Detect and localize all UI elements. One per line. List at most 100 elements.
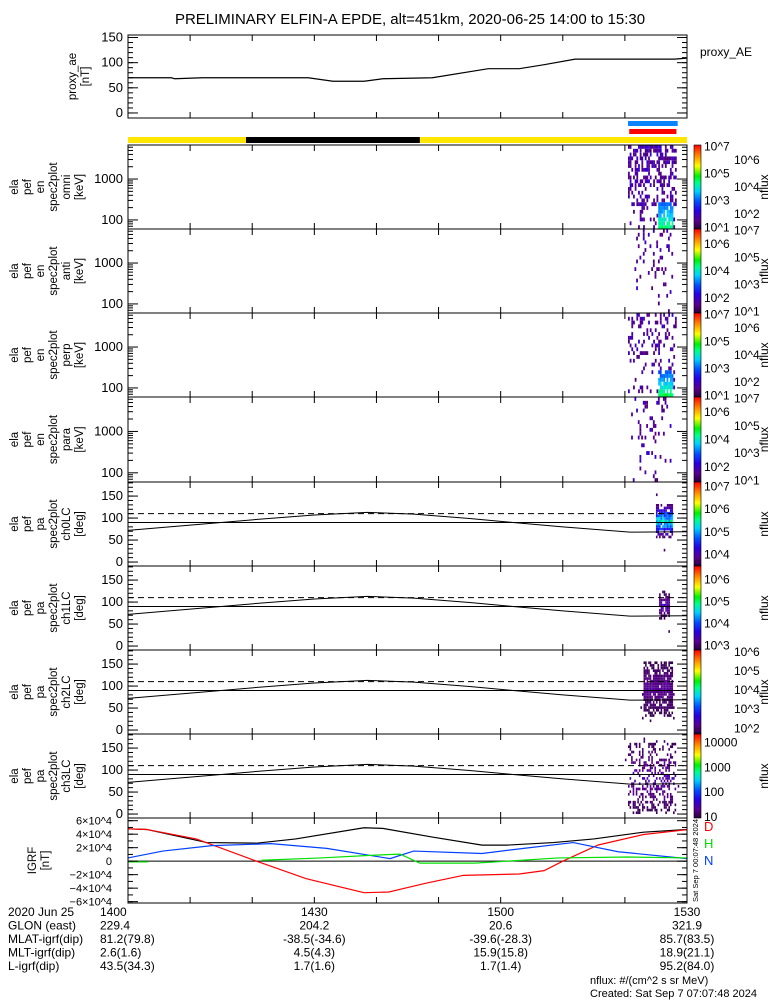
spectrogram-cell (651, 145, 654, 149)
pitch-angle-cell (651, 703, 653, 707)
spectrogram-cell (646, 198, 649, 203)
pitch-angle-cell (649, 695, 652, 699)
spectrogram-cell (669, 370, 672, 375)
spectrogram-cell (658, 225, 660, 229)
spectrogram-cell (674, 190, 677, 195)
pitch-angle-cell (666, 803, 669, 807)
pitch-angle-cell (665, 593, 667, 596)
spectrogram-cell (669, 206, 672, 210)
pitch-angle-cell (638, 745, 641, 749)
pitch-angle-cell (659, 598, 661, 602)
pitch-angle-cell (643, 669, 646, 672)
spectrogram-cell (667, 309, 670, 313)
y-tick-label: 6×10^4 (76, 816, 112, 828)
colorbar (693, 228, 702, 314)
colorbar-tick-label: 10^5 (704, 166, 730, 180)
pitch-angle-cell (637, 787, 639, 791)
pitch-angle-cell (668, 664, 670, 667)
pitch-angle-cell (659, 711, 661, 715)
spectrogram-cell (638, 339, 640, 344)
panel-frame (127, 649, 688, 735)
spectrogram-cell (668, 393, 671, 397)
spectrogram-cell (654, 439, 657, 444)
pitch-angle-cell (663, 803, 666, 807)
pitch-angle-cell (669, 666, 672, 670)
spectrogram-cell (666, 404, 669, 409)
spectrogram-cell (664, 206, 667, 210)
pitch-angle-cell (655, 785, 658, 788)
spectrogram-cell (662, 271, 665, 275)
pitch-angle-cell (648, 792, 650, 796)
colorbar-tick-label: 1000 (704, 760, 731, 774)
pitch-angle-cell (659, 800, 661, 804)
pitch-angle-cell (654, 669, 656, 672)
pitch-angle-cell (669, 706, 672, 709)
panel-frame (127, 144, 688, 230)
series-line-N (127, 841, 688, 860)
pitch-angle-cell (668, 669, 670, 672)
spectrogram-cell (664, 175, 667, 180)
spectrogram-cell (629, 335, 632, 340)
pitch-angle-cell (637, 808, 639, 812)
pitch-angle-cell (671, 695, 674, 699)
pitch-angle-cell (651, 806, 653, 809)
pitch-angle-cell (652, 666, 655, 670)
pitch-angle-cell (657, 533, 660, 536)
pitch-angle-cell (648, 711, 650, 715)
pitch-angle-cell (638, 742, 641, 746)
spectrogram-cell (644, 248, 647, 252)
pitch-angle-cell (666, 522, 669, 526)
spectrogram-cell (641, 209, 644, 214)
pitch-angle-cell (645, 708, 647, 712)
pitch-angle-cell (646, 679, 649, 683)
spectrogram-cell (664, 225, 667, 229)
spectrogram-cell (643, 217, 645, 222)
pitch-angle-cell (655, 509, 658, 512)
pitch-angle-cell (671, 711, 674, 715)
pitch-angle-cell (665, 603, 667, 607)
pitch-angle-cell (662, 519, 664, 523)
pitch-angle-cell (652, 798, 655, 801)
pitch-angle-cell (666, 666, 669, 670)
pitch-angle-cell (646, 685, 649, 688)
pitch-angle-cell (660, 674, 663, 678)
y-axis-label-line: [nT] (40, 851, 52, 871)
pitch-angle-cell (629, 745, 632, 749)
spectrogram-cell (674, 160, 677, 165)
y-tick-label: 150 (101, 488, 123, 503)
spectrogram-cell (656, 240, 659, 245)
spectrogram-cell (657, 259, 660, 264)
pitch-angle-cell (671, 755, 674, 759)
spectrogram-cell (666, 244, 669, 249)
spectrogram-cell (658, 221, 660, 226)
y-tick-label: 100 (101, 762, 123, 777)
pitch-angle-cell (640, 706, 643, 709)
pitch-angle-cell (660, 603, 663, 607)
pitch-angle-cell (645, 693, 647, 696)
y-tick-label: 0 (116, 105, 123, 120)
spectrogram-cell (657, 293, 660, 298)
spectrogram-cell (654, 175, 657, 180)
pitch-angle-cell (668, 785, 670, 788)
spectrogram-cell (639, 466, 642, 471)
spectrogram-cell (629, 183, 632, 187)
pitch-angle-cell (657, 687, 660, 691)
spectrogram-cell (668, 217, 671, 222)
pitch-angle-cell (652, 664, 655, 667)
pitch-angle-cell (668, 766, 670, 770)
spectrogram-cell (668, 160, 671, 165)
pitch-angle-cell (663, 674, 666, 678)
pitch-angle-cell (660, 661, 663, 665)
pitch-angle-cell (665, 527, 667, 531)
spectrogram-cell (663, 190, 666, 195)
spectrogram-cell (643, 339, 645, 344)
pitch-angle-cell (651, 690, 653, 694)
pitch-angle-cell (666, 609, 669, 612)
pitch-angle-cell (645, 701, 647, 704)
pitch-angle-cell (660, 685, 663, 688)
pitch-angle-cell (654, 682, 656, 686)
pitch-angle-cell (634, 800, 636, 804)
ephemeris-value: -38.5(-34.6) (283, 932, 346, 946)
pitch-angle-cell (651, 771, 653, 775)
science-zone-bar-red (629, 129, 677, 134)
